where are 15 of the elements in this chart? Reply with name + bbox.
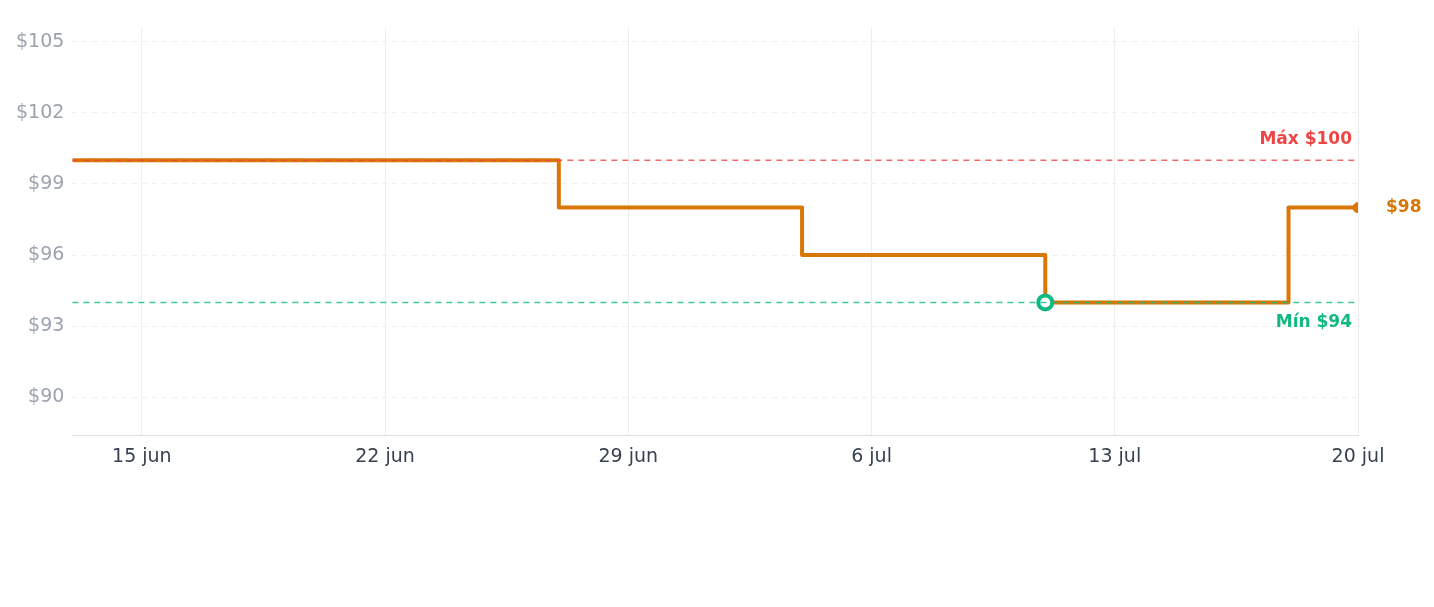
x-tick-label: 15 jun <box>112 443 172 466</box>
y-tick-label: $96 <box>28 241 65 264</box>
x-tick-label: 29 jun <box>598 443 659 466</box>
y-tick-label: $102 <box>15 99 65 122</box>
x-tick-label: 22 jun <box>355 443 415 466</box>
y-tick-label: $105 <box>15 28 65 51</box>
y-tick-label: $93 <box>28 313 65 336</box>
y-tick-label: $90 <box>28 384 65 407</box>
x-tick-label: 20 jul <box>1331 443 1385 466</box>
x-tick-label: 6 jul <box>851 443 892 466</box>
y-tick-label: $99 <box>28 170 65 193</box>
ref-line-label: Máx $100 <box>1259 128 1353 149</box>
x-tick-label: 13 jul <box>1088 443 1142 466</box>
annotation: $98 <box>1386 196 1422 217</box>
ref-line-label: Mín $94 <box>1275 311 1353 332</box>
